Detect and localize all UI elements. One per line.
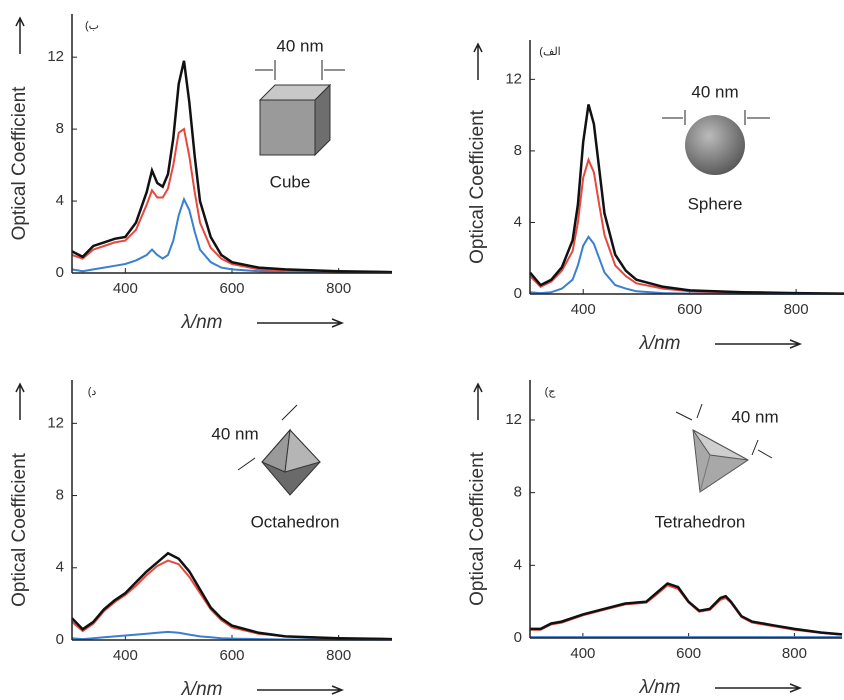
panel-label: (ج [545,386,557,398]
annotation: 40 nm [731,407,778,426]
x-axis-label: λ/nm [638,333,680,354]
octahedron-icon [237,404,321,496]
annotation: 40 nm [276,36,323,55]
x-tick-label: 800 [326,280,351,297]
y-tick-label: 8 [56,487,64,504]
y-axis-label: Optical Coefficient [9,86,30,241]
spectrum-line [529,235,844,295]
y-tick-label: 0 [514,629,522,646]
y-tick-label: 12 [47,48,64,65]
y-axis-label: Optical Coefficient [9,452,30,607]
y-tick-label: 8 [514,142,522,159]
spectrum-line [529,104,844,295]
panel-label: (د [88,386,97,398]
panel-label: (ب [85,20,99,32]
x-label-arrow [715,683,803,693]
spectrum-line [530,582,843,636]
y-label-arrow [15,382,25,420]
annotation: Tetrahedron [655,512,746,531]
panel-label: (الف [539,46,560,58]
y-tick-label: 12 [505,411,522,428]
annotation: 40 nm [211,424,258,443]
x-axis-label: λ/nm [638,677,680,698]
spectrum-line [529,156,844,295]
y-tick-label: 0 [56,264,64,281]
x-axis-label: λ/nm [180,679,222,700]
y-axis-label: Optical Coefficient [467,109,488,264]
cube-icon [255,60,345,157]
y-tick-label: 4 [56,192,64,209]
spectrum-line [530,584,843,636]
x-label-arrow [715,339,803,349]
x-tick-label: 800 [782,645,807,662]
spectrum-line [71,630,393,641]
spectrum-line [71,196,393,274]
x-tick-label: 800 [326,647,351,664]
x-tick-label: 400 [113,280,138,297]
x-tick-label: 600 [676,645,701,662]
y-tick-label: 0 [56,631,64,648]
x-tick-label: 400 [570,645,595,662]
x-tick-label: 800 [784,301,809,318]
y-label-arrow [473,42,483,80]
x-tick-label: 400 [571,301,596,318]
annotation: Sphere [688,194,743,213]
y-tick-label: 12 [47,414,64,431]
x-tick-label: 600 [219,647,244,664]
annotation: Octahedron [251,512,340,531]
annotation: Cube [270,172,311,191]
y-tick-label: 0 [514,285,522,302]
tetrahedron-icon [675,403,773,493]
annotation: 40 nm [691,82,738,101]
y-label-arrow [473,382,483,420]
x-label-arrow [257,685,345,695]
y-tick-label: 4 [56,559,64,576]
y-tick-label: 4 [514,556,522,573]
x-label-arrow [257,318,345,328]
sphere-icon [662,110,770,175]
spectrum-line [71,551,393,641]
y-tick-label: 4 [514,213,522,230]
y-tick-label: 12 [505,70,522,87]
x-tick-label: 600 [219,280,244,297]
x-tick-label: 400 [113,647,138,664]
y-label-arrow [15,16,25,54]
y-axis-label: Optical Coefficient [467,451,488,606]
y-tick-label: 8 [514,484,522,501]
x-axis-label: λ/nm [180,312,222,333]
x-tick-label: 600 [677,301,702,318]
y-tick-label: 8 [56,120,64,137]
spectrum-line [71,60,393,274]
spectrum-line [71,559,393,641]
spectrum-line [71,127,393,274]
